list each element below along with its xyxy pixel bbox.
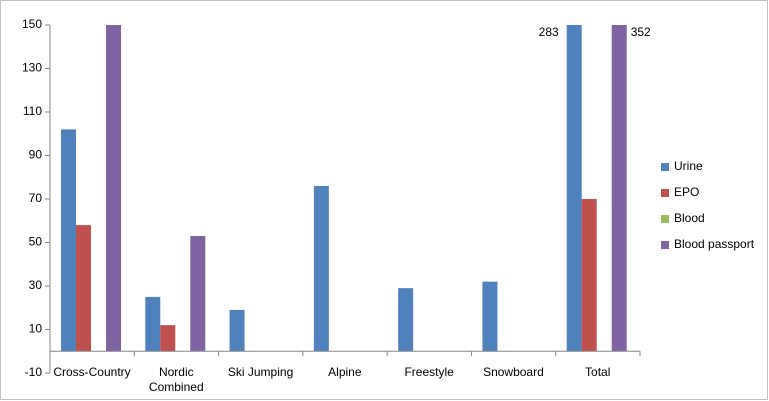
x-tick-label: Total — [585, 365, 611, 379]
bar — [566, 25, 582, 352]
x-tick-label: Alpine — [328, 365, 362, 379]
data-label: 283 — [539, 25, 559, 39]
y-tick-label: 50 — [29, 235, 43, 249]
bar — [482, 281, 498, 352]
bar — [160, 325, 176, 352]
legend-label: Blood passport — [674, 237, 755, 251]
legend-swatch — [661, 241, 669, 249]
x-tick-label: Nordic Combined — [148, 365, 204, 394]
y-tick-label: 110 — [23, 104, 42, 118]
legend-label: Blood — [674, 211, 705, 225]
y-tick-label: 10 — [29, 322, 43, 336]
bar — [229, 309, 245, 352]
y-tick-label: 130 — [22, 61, 42, 75]
bar — [398, 288, 414, 352]
y-tick-label: 70 — [29, 191, 43, 205]
x-tick-label: Snowboard — [483, 365, 544, 379]
bar — [145, 296, 161, 352]
y-tick-label: 90 — [29, 148, 43, 162]
x-tick-label: Cross-Country — [53, 365, 131, 379]
legend-label: EPO — [674, 185, 699, 199]
legend-swatch — [661, 189, 669, 197]
y-tick-label: -10 — [25, 365, 43, 379]
legend-swatch — [661, 215, 669, 223]
x-tick-label: Ski Jumping — [227, 365, 294, 379]
bar — [581, 199, 597, 352]
bar — [313, 185, 329, 352]
legend-label: Urine — [674, 159, 703, 173]
bar — [190, 235, 206, 352]
data-label: 352 — [631, 25, 651, 39]
y-tick-label: 150 — [22, 17, 42, 31]
y-tick-label: 30 — [29, 278, 43, 292]
bar — [76, 225, 91, 352]
bar — [106, 25, 121, 352]
bar — [611, 25, 627, 352]
legend-swatch — [661, 163, 669, 171]
bar — [61, 129, 76, 352]
bar-group — [61, 25, 627, 352]
x-tick-label: Freestyle — [404, 365, 454, 379]
